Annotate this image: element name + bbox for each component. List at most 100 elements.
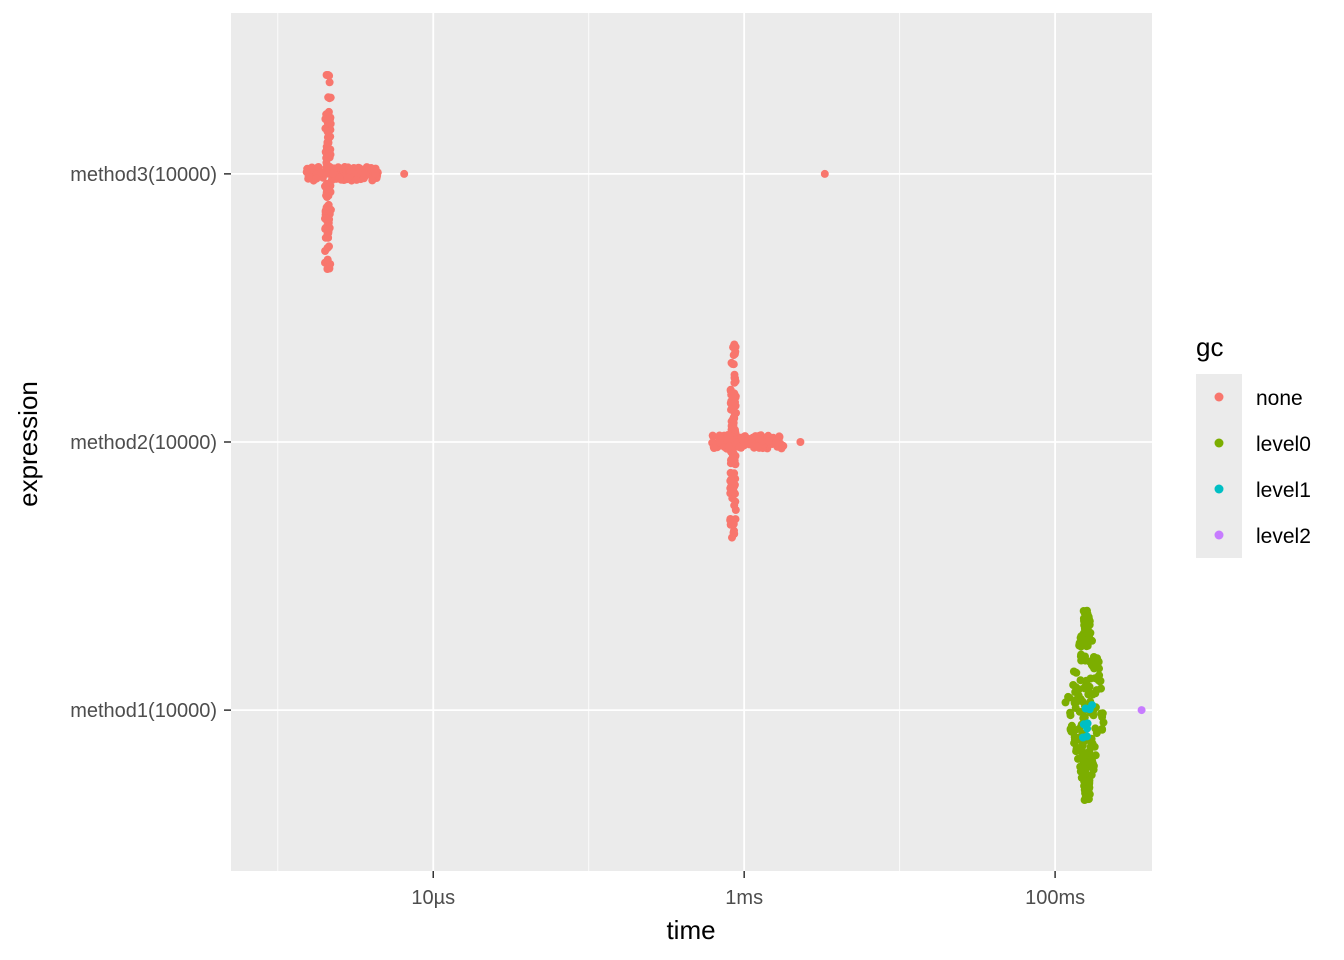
data-point [323,127,332,136]
y-tick-label: method2(10000) [70,432,217,454]
data-point [1083,719,1092,728]
data-point [322,185,331,194]
data-point [1082,626,1091,635]
data-point [302,168,311,177]
data-point [764,437,773,446]
data-point [1083,732,1091,741]
y-tick-label: method3(10000) [70,164,217,186]
data-point [1079,714,1088,723]
data-point [710,444,718,452]
y-axis-title: expression [13,381,43,507]
data-point [1092,729,1101,738]
data-point [739,436,748,445]
x-axis-title: time [666,915,715,945]
data-point [335,173,344,182]
data-point [359,174,368,183]
legend-label: level1 [1256,479,1311,502]
data-point [1075,707,1084,716]
data-point [729,487,738,496]
data-point [1084,795,1093,804]
y-axis: method1(10000) method2(10000) method3(1000… [70,164,231,722]
data-point [322,214,331,223]
data-point [1097,684,1105,693]
data-point [400,169,409,178]
data-point [731,497,740,506]
data-point [1084,785,1093,794]
data-point [1080,777,1089,786]
data-point [1088,739,1097,748]
data-point [325,78,334,87]
data-point [735,443,744,452]
data-point [352,175,361,184]
data-point [322,191,331,200]
data-point [1078,741,1087,750]
data-point [1080,758,1089,766]
legend-key-background [1196,374,1242,558]
data-point [755,434,764,443]
legend-keys: none level0 level1 level2 [1196,374,1311,558]
data-point [1088,757,1097,766]
data-point [343,173,352,182]
data-point [1066,708,1075,717]
data-point [1085,747,1094,756]
data-point [325,223,334,232]
legend-label: level2 [1256,525,1311,548]
data-point [1085,705,1094,714]
data-point [1065,693,1074,702]
data-point [729,517,738,526]
data-point [728,392,737,401]
data-point [1070,739,1079,748]
legend: gc none level0 level1 level2 [1196,332,1311,558]
data-point [1082,676,1091,685]
data-point [729,413,738,422]
data-point [1098,709,1107,718]
data-point [1071,688,1080,696]
x-axis: 10µs 1ms 100ms [411,871,1085,909]
data-point [772,439,781,448]
data-point [753,442,762,451]
data-point [324,116,333,125]
data-point [362,163,371,172]
data-point [820,169,829,178]
data-point [325,150,334,159]
legend-label: none [1256,387,1303,410]
data-point [796,438,805,446]
legend-label: level0 [1256,433,1311,456]
data-point [731,342,740,351]
data-point [1085,682,1094,691]
data-point [1072,747,1081,756]
legend-title: gc [1196,332,1223,362]
legend-key-dot [1214,530,1224,540]
x-tick-label: 1ms [725,887,763,909]
data-point [1077,656,1086,665]
data-point [325,206,334,215]
legend-key-dot [1214,392,1224,402]
data-point [708,431,717,440]
data-point [1072,695,1081,704]
x-tick-label: 100ms [1025,887,1085,909]
legend-key-dot [1214,484,1224,494]
data-point [1085,657,1094,666]
data-point [312,174,321,183]
data-point [1079,640,1088,648]
data-point [1079,607,1088,615]
data-point [355,164,364,173]
y-tick-label: method1(10000) [70,700,217,722]
data-point [1096,676,1105,685]
data-point [340,163,349,171]
data-point [324,233,332,242]
data-point [317,168,326,177]
x-tick-label: 10µs [411,887,455,909]
data-point [1089,711,1098,720]
data-point [729,351,738,360]
data-point [1085,688,1094,697]
data-point [323,139,332,147]
data-point [731,506,740,514]
data-point [727,475,735,484]
data-point [1089,763,1097,772]
data-point [724,431,732,439]
data-points [302,71,1146,804]
major-gridlines [231,13,1152,871]
data-point [1137,706,1146,715]
